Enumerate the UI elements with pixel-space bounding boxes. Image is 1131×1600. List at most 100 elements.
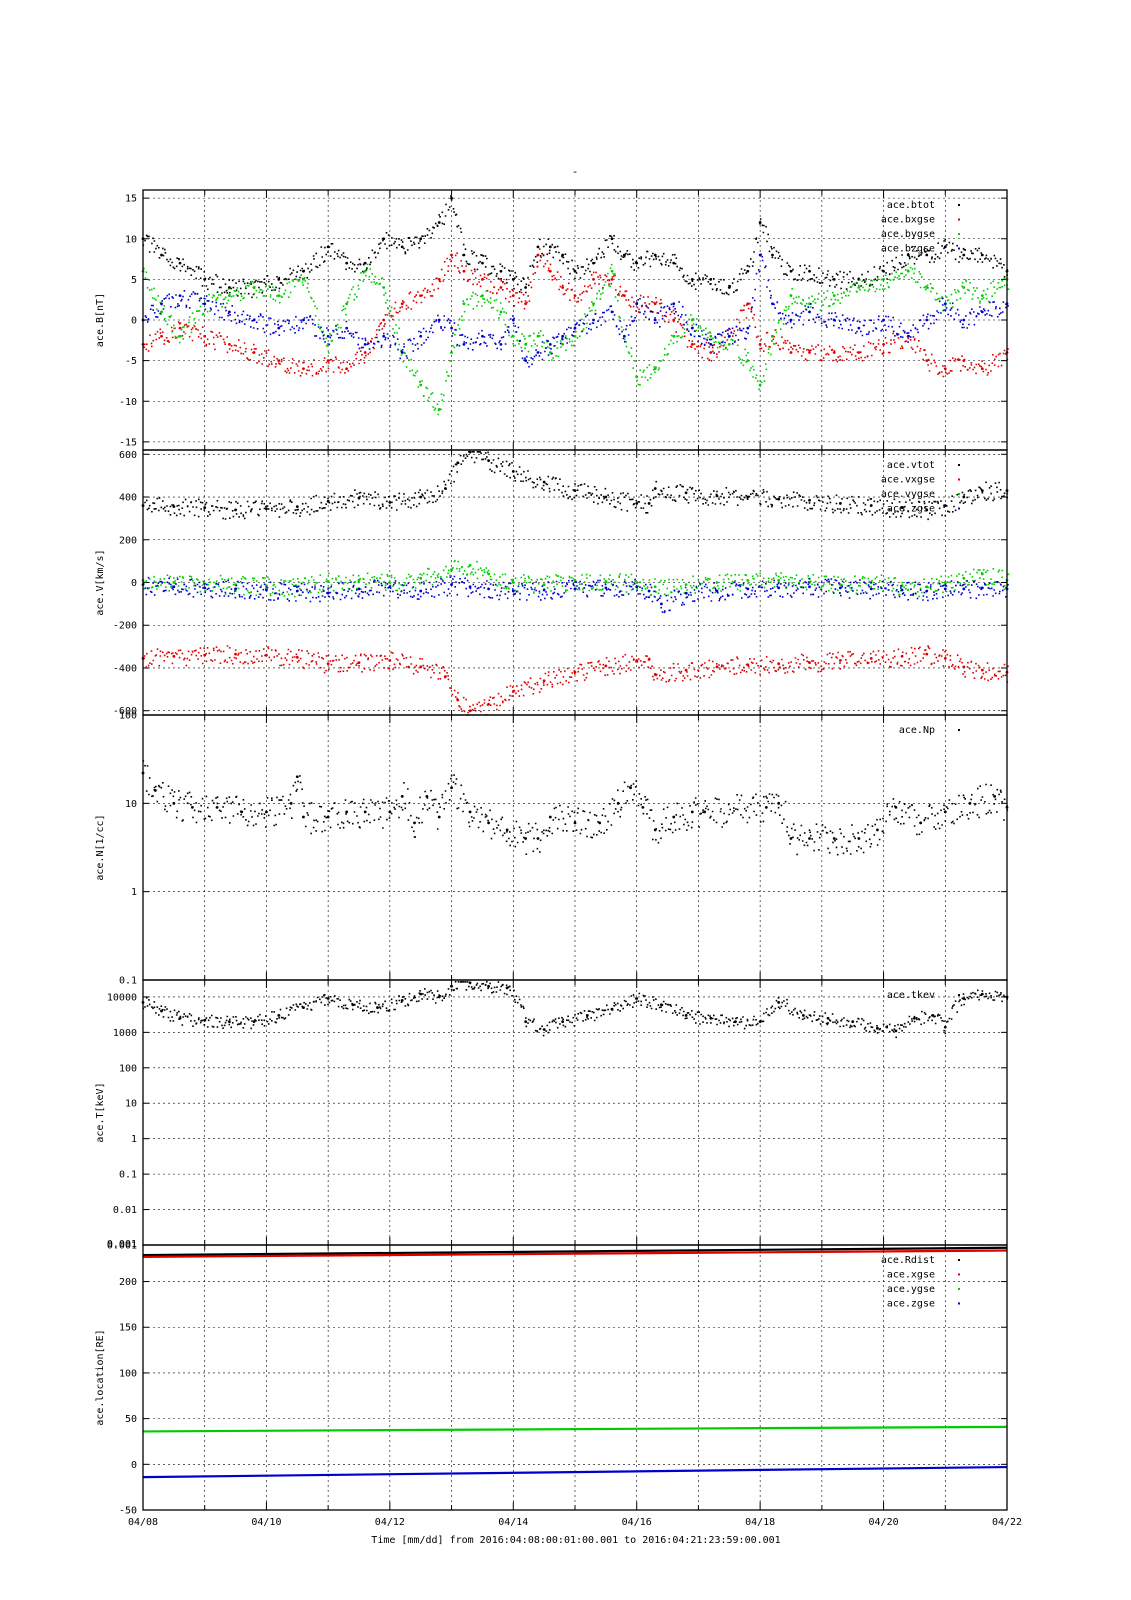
- data-point: [178, 326, 182, 330]
- y-tick-label: -15: [119, 437, 137, 448]
- data-point: [808, 837, 811, 840]
- data-point: [388, 810, 392, 814]
- data-point: [277, 359, 281, 363]
- data-point: [746, 359, 750, 363]
- data-point: [653, 367, 657, 371]
- x-tick-label: 04/10: [251, 1517, 281, 1528]
- data-point: [832, 837, 836, 840]
- data-point: [622, 253, 626, 257]
- legend-label: ace.Rdist: [881, 1255, 935, 1266]
- data-point: [326, 815, 330, 819]
- data-point: [777, 578, 781, 582]
- data-point: [252, 286, 256, 289]
- data-point: [925, 589, 929, 593]
- data-point: [869, 504, 873, 507]
- data-point: [419, 383, 423, 387]
- data-point: [542, 588, 546, 592]
- data-point: [913, 1016, 916, 1020]
- data-point: [808, 498, 811, 502]
- y-tick-label: 100: [119, 1063, 137, 1074]
- data-point: [536, 334, 540, 338]
- legend-label: ace.bygse: [881, 229, 935, 240]
- data-point: [635, 581, 639, 584]
- y-tick-label: 50: [125, 1414, 137, 1425]
- scatter-cloud: [142, 981, 1009, 1039]
- legend-label: ace.Np: [899, 725, 935, 736]
- data-point: [326, 359, 330, 363]
- data-point: [764, 805, 768, 809]
- data-point: [548, 815, 552, 819]
- series-ace-tkev: [141, 981, 1009, 1039]
- data-point: [826, 1016, 830, 1020]
- data-point: [709, 334, 713, 338]
- legend-marker: [958, 233, 960, 235]
- data-point: [925, 652, 929, 656]
- data-point: [604, 495, 608, 499]
- data-point: [252, 1020, 256, 1024]
- data-point: [808, 269, 811, 273]
- data-point: [499, 310, 503, 314]
- y-tick-label: 0: [131, 316, 137, 327]
- data-point: [943, 587, 947, 591]
- data-point: [777, 1000, 781, 1004]
- data-point: [690, 277, 694, 281]
- data-point: [499, 269, 503, 273]
- data-point: [499, 342, 503, 346]
- legend-marker: [958, 729, 960, 731]
- series-ace-zgse: [142, 1465, 1008, 1479]
- data-point: [228, 286, 231, 289]
- panels-group: -15-10-5051015ace.btotace.bxgseace.bygse…: [95, 189, 1010, 1517]
- data-point: [400, 794, 404, 798]
- data-point: [727, 342, 731, 346]
- data-point: [789, 837, 793, 840]
- data-point: [604, 580, 608, 583]
- x-tick-label: 04/20: [869, 1517, 899, 1528]
- scatter-cloud: [143, 559, 1010, 598]
- data-point: [345, 261, 349, 265]
- figure-title: -: [572, 165, 579, 178]
- series-ace-zgse: [141, 575, 1009, 614]
- series-line: [142, 1465, 1008, 1479]
- data-point: [573, 489, 577, 493]
- data-point: [709, 351, 713, 354]
- data-point: [345, 302, 349, 306]
- legend-label: ace.bxgse: [881, 215, 935, 226]
- data-point: [808, 351, 811, 354]
- data-point: [653, 318, 657, 322]
- data-point: [758, 342, 762, 346]
- data-point: [487, 587, 490, 591]
- series-ace-Np: [141, 760, 1009, 856]
- data-point: [832, 351, 836, 354]
- y-tick-label: -400: [113, 663, 137, 674]
- data-point: [746, 578, 750, 582]
- data-point: [505, 828, 509, 832]
- data-point: [622, 334, 626, 338]
- data-point: [943, 302, 947, 306]
- data-point: [777, 801, 781, 805]
- data-point: [542, 679, 546, 683]
- x-tick-label: 04/16: [622, 1517, 652, 1528]
- data-point: [684, 1014, 688, 1017]
- data-point: [302, 318, 305, 322]
- y-tick-label: -5: [125, 356, 137, 367]
- legend-marker: [958, 247, 960, 250]
- data-point: [190, 805, 194, 809]
- data-point: [437, 221, 441, 224]
- data-point: [536, 253, 540, 257]
- data-point: [481, 294, 484, 298]
- data-point: [573, 587, 577, 591]
- y-tick-label: 1: [131, 1134, 137, 1145]
- data-point: [962, 576, 966, 580]
- data-point: [561, 342, 565, 346]
- legend-label: ace.btot: [887, 200, 935, 211]
- data-point: [943, 810, 947, 814]
- legend-label: ace.xgse: [887, 1270, 935, 1281]
- y-tick-label: 150: [119, 1323, 137, 1334]
- data-point: [894, 1029, 898, 1033]
- series-ace-Rdist: [142, 1246, 1008, 1257]
- data-point: [487, 984, 490, 988]
- data-point: [468, 810, 472, 814]
- legend-marker: [958, 507, 960, 510]
- data-point: [598, 821, 602, 825]
- legend-label: ace.ygse: [887, 1284, 935, 1295]
